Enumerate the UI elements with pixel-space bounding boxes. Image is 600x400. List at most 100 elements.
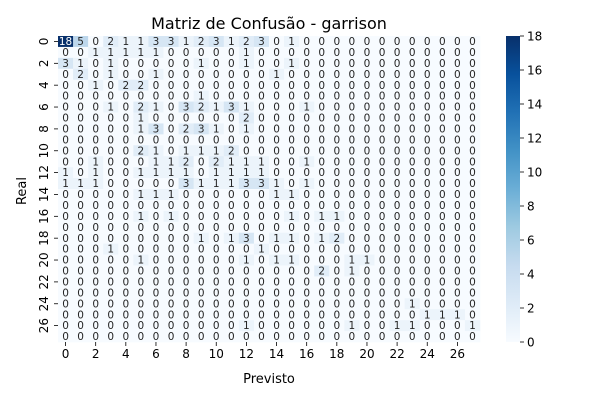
heatmap-cell-label: 0 (92, 331, 99, 343)
heatmap-cell (238, 276, 255, 288)
heatmap-cell-label: 0 (394, 134, 401, 146)
heatmap-cell-label: 1 (107, 58, 114, 70)
heatmap-cell-label: 0 (273, 276, 280, 288)
heatmap-cell (178, 112, 194, 124)
heatmap-cell (314, 320, 330, 332)
heatmap-cell-label: 0 (424, 145, 431, 157)
heatmap-cell (223, 243, 240, 255)
heatmap-cell-label: 0 (394, 276, 401, 288)
heatmap-cell-label: 0 (228, 222, 235, 234)
heatmap-cell-label: 3 (62, 58, 69, 70)
heatmap-cell-label: 0 (243, 276, 250, 288)
heatmap-cell-label: 0 (424, 211, 431, 223)
heatmap-cell-label: 0 (394, 36, 401, 48)
heatmap-cell (299, 68, 315, 81)
heatmap-cell (193, 123, 210, 135)
colorbar-tick-label: 0 (527, 336, 535, 350)
heatmap-cell-label: 0 (153, 80, 160, 92)
heatmap-cell (419, 46, 436, 59)
heatmap-cell-label: 0 (168, 178, 175, 190)
heatmap-cell (163, 254, 179, 266)
heatmap-cell-label: 0 (394, 211, 401, 223)
heatmap-cell (374, 57, 390, 70)
heatmap-cell (329, 199, 345, 212)
heatmap-cell-label: 1 (349, 320, 356, 332)
heatmap-cell-label: 0 (318, 309, 325, 321)
heatmap-cell (133, 57, 149, 70)
heatmap-cell (299, 199, 315, 212)
heatmap-cell (314, 79, 330, 91)
heatmap-cell-label: 0 (454, 222, 461, 234)
heatmap-cell-label: 0 (379, 47, 386, 59)
heatmap-cell (133, 287, 149, 299)
heatmap-cell-label: 1 (213, 167, 220, 179)
heatmap-cell-label: 0 (349, 36, 356, 48)
heatmap-cell (344, 210, 360, 223)
heatmap-cell (118, 265, 134, 277)
heatmap-cell (238, 287, 255, 299)
heatmap-cell-label: 0 (333, 276, 340, 288)
heatmap-cell (73, 199, 89, 212)
heatmap-cell (253, 232, 270, 244)
heatmap-cell-label: 0 (153, 200, 160, 212)
heatmap-cell (464, 265, 481, 277)
heatmap-cell (449, 276, 466, 288)
heatmap-cell (329, 68, 345, 81)
heatmap-cell (329, 298, 345, 310)
heatmap-cell-label: 0 (349, 58, 356, 70)
heatmap-cell (419, 167, 436, 179)
heatmap-cell (238, 298, 255, 310)
heatmap-cell-label: 1 (62, 178, 69, 190)
heatmap-cell-label: 2 (333, 233, 340, 245)
heatmap-cell-label: 0 (379, 331, 386, 343)
heatmap-cell (118, 189, 134, 201)
heatmap-cell (193, 320, 210, 332)
heatmap-cell (464, 145, 481, 157)
heatmap-cell-label: 0 (318, 145, 325, 157)
heatmap-cell (208, 167, 225, 179)
heatmap-cell-label: 1 (394, 320, 401, 332)
heatmap-cell-label: 0 (409, 276, 416, 288)
heatmap-cell (88, 243, 104, 255)
heatmap-cell (133, 199, 149, 212)
heatmap-cell-label: 1 (153, 189, 160, 201)
heatmap-cell-label: 0 (122, 211, 129, 223)
heatmap-cell-label: 0 (107, 309, 114, 321)
heatmap-cell (299, 331, 315, 343)
heatmap-cell (178, 210, 194, 223)
y-tick-label: 26 (37, 318, 51, 333)
heatmap-cell (133, 210, 149, 223)
heatmap-cell-label: 0 (469, 36, 476, 48)
heatmap-cell-label: 0 (454, 58, 461, 70)
heatmap-cell-label: 0 (303, 189, 310, 201)
heatmap-cell (269, 68, 285, 81)
x-tick-label: 10 (209, 347, 224, 361)
heatmap-cell-label: 0 (439, 91, 446, 103)
heatmap-cell (389, 287, 405, 299)
heatmap-cell (419, 90, 436, 102)
heatmap-cell-label: 0 (454, 298, 461, 310)
heatmap-cell (88, 265, 104, 277)
heatmap-cell (178, 46, 194, 59)
heatmap-cell (374, 265, 390, 277)
heatmap-cell-label: 0 (379, 233, 386, 245)
heatmap-cell-label: 0 (62, 91, 69, 103)
heatmap-cell (359, 90, 375, 102)
heatmap-cell-label: 0 (454, 69, 461, 81)
heatmap-cell-label: 0 (77, 123, 84, 135)
heatmap-cell (88, 320, 104, 332)
heatmap-cell (299, 112, 315, 124)
heatmap-cell-label: 0 (168, 222, 175, 234)
heatmap-cell-label: 0 (228, 287, 235, 299)
heatmap-cell (344, 221, 360, 234)
heatmap-cell (329, 178, 345, 190)
heatmap-cell (223, 221, 240, 234)
heatmap-cell-label: 0 (183, 113, 190, 125)
heatmap-cell-label: 0 (424, 276, 431, 288)
heatmap-cell (269, 298, 285, 310)
heatmap-cell (374, 101, 390, 113)
heatmap-cell (58, 178, 74, 190)
heatmap-cells (58, 36, 481, 343)
heatmap-cell-label: 0 (424, 255, 431, 267)
heatmap-cell (449, 265, 466, 277)
